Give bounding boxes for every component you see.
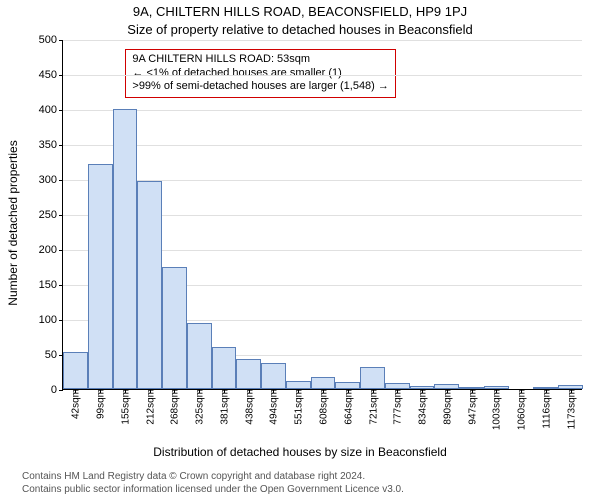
xtick-label: 1116sqm xyxy=(539,389,552,429)
xtick-label: 551sqm xyxy=(292,389,305,425)
ytick-label: 350 xyxy=(39,139,63,151)
histogram-bar xyxy=(113,109,138,389)
ytick-label: 100 xyxy=(39,314,63,326)
xtick-label: 1003sqm xyxy=(490,389,503,430)
xtick-label: 381sqm xyxy=(217,389,230,425)
xtick-label: 155sqm xyxy=(118,389,131,425)
ytick-label: 250 xyxy=(39,209,63,221)
ytick-label: 50 xyxy=(45,349,63,361)
histogram-bar xyxy=(187,323,212,390)
xtick-label: 721sqm xyxy=(366,389,379,425)
gridline-h xyxy=(63,145,582,146)
annotation-line-2: ← <1% of detached houses are smaller (1) xyxy=(132,67,389,81)
histogram-bar xyxy=(162,267,187,390)
histogram-bar xyxy=(261,363,286,389)
histogram-bar xyxy=(63,352,88,389)
attribution-line-1: Contains HM Land Registry data © Crown c… xyxy=(22,471,404,484)
y-axis-label-text: Number of detached properties xyxy=(6,140,20,305)
ytick-label: 500 xyxy=(39,34,63,46)
gridline-h xyxy=(63,40,582,41)
histogram-bar xyxy=(286,381,311,389)
xtick-label: 494sqm xyxy=(267,389,280,425)
xtick-label: 1173sqm xyxy=(564,389,577,429)
annotation-line-3: >99% of semi-detached houses are larger … xyxy=(132,80,389,94)
xtick-label: 438sqm xyxy=(242,389,255,425)
histogram-bar xyxy=(311,377,336,389)
ytick-label: 200 xyxy=(39,244,63,256)
y-axis-label: Number of detached properties xyxy=(6,58,20,223)
chart-title-line2: Size of property relative to detached ho… xyxy=(0,22,600,37)
xtick-label: 834sqm xyxy=(416,389,429,425)
gridline-h xyxy=(63,75,582,76)
ytick-label: 0 xyxy=(51,384,63,396)
attribution-line-2: Contains public sector information licen… xyxy=(22,484,404,497)
gridline-h xyxy=(63,110,582,111)
ytick-label: 400 xyxy=(39,104,63,116)
xtick-label: 212sqm xyxy=(143,389,156,425)
annotation-box: 9A CHILTERN HILLS ROAD: 53sqm ← <1% of d… xyxy=(125,49,396,98)
histogram-bar xyxy=(335,382,360,389)
chart-container: 9A, CHILTERN HILLS ROAD, BEACONSFIELD, H… xyxy=(0,0,600,500)
ytick-label: 150 xyxy=(39,279,63,291)
xtick-label: 42sqm xyxy=(69,389,82,419)
xtick-label: 947sqm xyxy=(465,389,478,425)
xtick-label: 664sqm xyxy=(341,389,354,425)
xtick-label: 777sqm xyxy=(391,389,404,425)
xtick-label: 890sqm xyxy=(440,389,453,425)
xtick-label: 1060sqm xyxy=(515,389,528,430)
chart-title-line1: 9A, CHILTERN HILLS ROAD, BEACONSFIELD, H… xyxy=(0,4,600,19)
xtick-label: 608sqm xyxy=(317,389,330,425)
histogram-bar xyxy=(88,164,113,389)
xtick-label: 325sqm xyxy=(193,389,206,425)
histogram-bar xyxy=(212,347,237,389)
plot-area: 9A CHILTERN HILLS ROAD: 53sqm ← <1% of d… xyxy=(62,40,582,390)
x-axis-label: Distribution of detached houses by size … xyxy=(0,445,600,459)
annotation-line-1: 9A CHILTERN HILLS ROAD: 53sqm xyxy=(132,53,389,67)
ytick-label: 300 xyxy=(39,174,63,186)
ytick-label: 450 xyxy=(39,69,63,81)
histogram-bar xyxy=(360,367,385,389)
attribution: Contains HM Land Registry data © Crown c… xyxy=(22,471,404,496)
histogram-bar xyxy=(236,359,261,389)
histogram-bar xyxy=(137,181,162,389)
xtick-label: 99sqm xyxy=(94,389,107,419)
xtick-label: 268sqm xyxy=(168,389,181,425)
